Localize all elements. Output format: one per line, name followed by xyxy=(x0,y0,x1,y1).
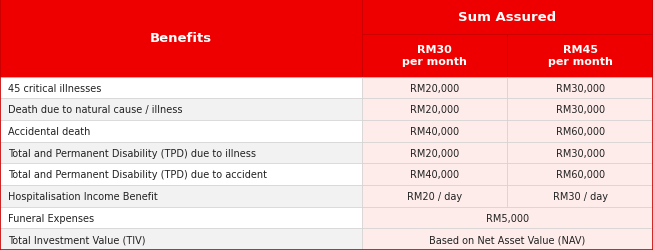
Bar xyxy=(507,34,653,78)
Bar xyxy=(0,164,362,185)
Bar xyxy=(0,0,362,78)
Text: Hospitalisation Income Benefit: Hospitalisation Income Benefit xyxy=(8,191,157,201)
Bar xyxy=(507,164,653,185)
Bar xyxy=(362,228,653,250)
Text: RM45
per month: RM45 per month xyxy=(548,45,613,67)
Text: Sum Assured: Sum Assured xyxy=(458,11,556,24)
Text: RM60,000: RM60,000 xyxy=(556,126,605,136)
Bar xyxy=(362,0,653,34)
Bar xyxy=(362,78,507,99)
Bar xyxy=(362,34,507,78)
Bar xyxy=(0,142,362,164)
Text: Based on Net Asset Value (NAV): Based on Net Asset Value (NAV) xyxy=(429,234,586,244)
Text: RM20,000: RM20,000 xyxy=(410,105,459,115)
Text: Accidental death: Accidental death xyxy=(8,126,90,136)
Text: RM40,000: RM40,000 xyxy=(410,170,459,179)
Text: RM20,000: RM20,000 xyxy=(410,148,459,158)
Text: RM20,000: RM20,000 xyxy=(410,83,459,93)
Bar xyxy=(0,120,362,142)
Text: RM40,000: RM40,000 xyxy=(410,126,459,136)
Text: Funeral Expenses: Funeral Expenses xyxy=(8,213,94,223)
Bar xyxy=(362,185,507,207)
Bar xyxy=(362,164,507,185)
Text: Total and Permanent Disability (TPD) due to accident: Total and Permanent Disability (TPD) due… xyxy=(8,170,267,179)
Text: RM20 / day: RM20 / day xyxy=(407,191,462,201)
Text: RM30 / day: RM30 / day xyxy=(552,191,608,201)
Text: RM30
per month: RM30 per month xyxy=(402,45,467,67)
Bar xyxy=(0,228,362,250)
Text: RM5,000: RM5,000 xyxy=(486,213,529,223)
Bar xyxy=(507,142,653,164)
Text: Total Investment Value (TIV): Total Investment Value (TIV) xyxy=(8,234,146,244)
Text: RM60,000: RM60,000 xyxy=(556,170,605,179)
Bar xyxy=(362,142,507,164)
Text: RM30,000: RM30,000 xyxy=(556,105,605,115)
Bar xyxy=(362,207,653,229)
Text: Total and Permanent Disability (TPD) due to illness: Total and Permanent Disability (TPD) due… xyxy=(8,148,256,158)
Text: RM30,000: RM30,000 xyxy=(556,83,605,93)
Bar xyxy=(0,78,362,99)
Bar xyxy=(507,185,653,207)
Bar xyxy=(0,207,362,229)
Bar xyxy=(507,78,653,99)
Bar xyxy=(362,99,507,120)
Bar xyxy=(507,99,653,120)
Text: RM30,000: RM30,000 xyxy=(556,148,605,158)
Bar xyxy=(0,99,362,120)
Bar xyxy=(507,120,653,142)
Text: Death due to natural cause / illness: Death due to natural cause / illness xyxy=(8,105,182,115)
Bar xyxy=(362,120,507,142)
Text: 45 critical illnesses: 45 critical illnesses xyxy=(8,83,101,93)
Bar xyxy=(0,185,362,207)
Text: Benefits: Benefits xyxy=(150,32,212,45)
